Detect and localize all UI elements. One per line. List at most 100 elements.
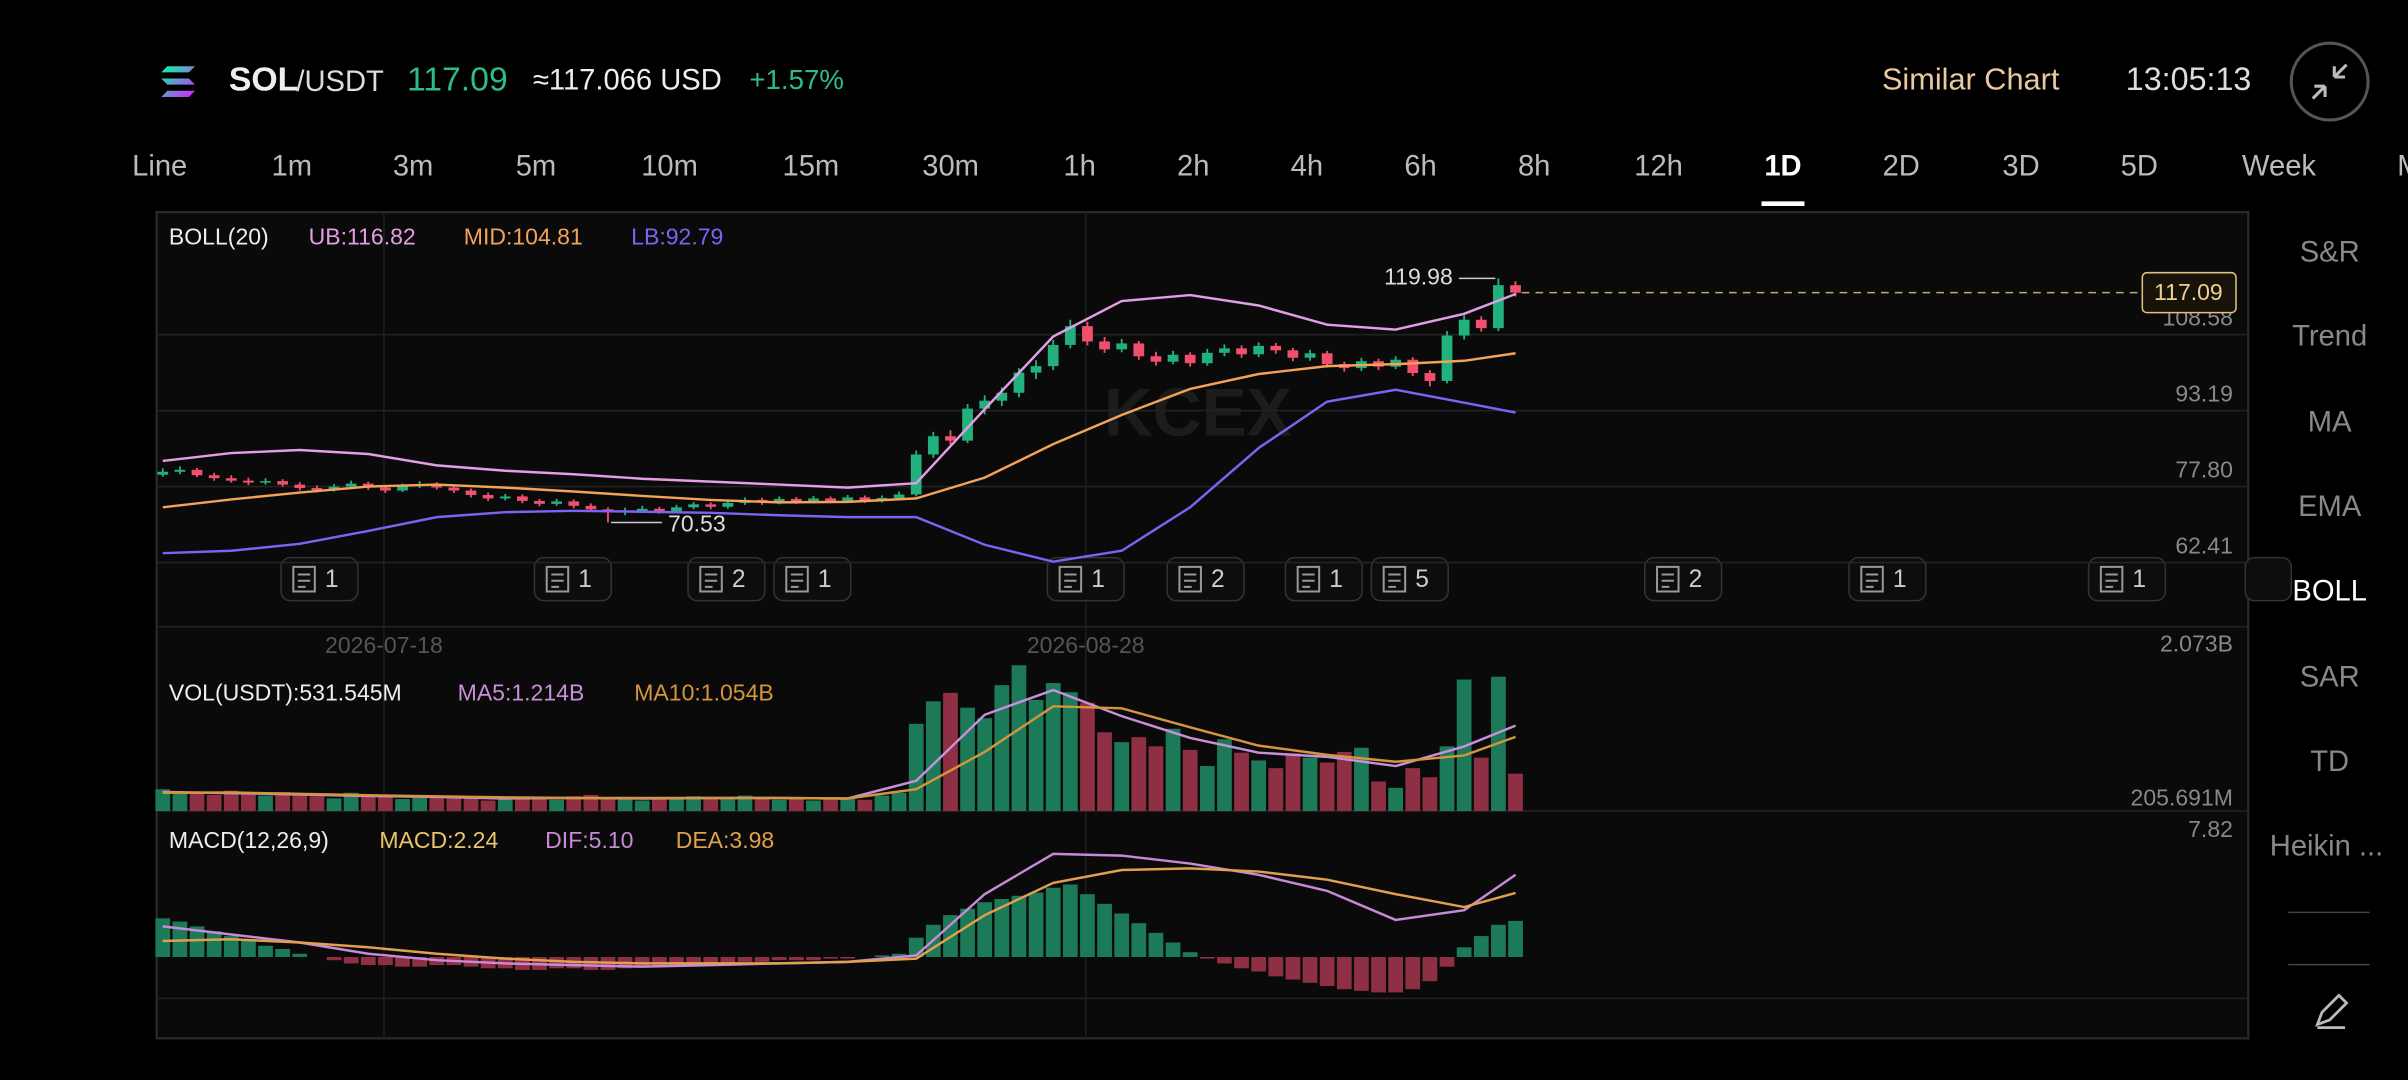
quote: /USDT xyxy=(296,66,384,98)
news-marker[interactable]: 2 xyxy=(1643,556,1723,602)
timeframe-tab[interactable]: 1D xyxy=(1764,150,1801,182)
candle-body xyxy=(1287,350,1299,358)
indicator-option[interactable]: S&R xyxy=(2300,236,2360,268)
candle-body xyxy=(1082,326,1093,342)
candle-body xyxy=(979,400,991,409)
volume-bar xyxy=(1405,768,1421,812)
volume-bar xyxy=(908,723,924,812)
x-date-label: 2026-08-28 xyxy=(1027,632,1145,658)
volume-bar xyxy=(1336,751,1352,812)
indicator-option[interactable]: MA xyxy=(2308,407,2352,439)
news-marker[interactable]: 1 xyxy=(2087,556,2167,602)
volume-bar xyxy=(1251,760,1267,812)
volume-bar xyxy=(549,799,564,812)
indicator-line xyxy=(162,388,1516,563)
volume-bar xyxy=(395,799,410,812)
indicator-option[interactable]: EMA xyxy=(2298,491,2362,523)
timeframe-tab[interactable]: 2D xyxy=(1883,150,1920,182)
candle-body xyxy=(1201,352,1213,364)
candle-body xyxy=(927,436,939,455)
news-marker[interactable]: 2 xyxy=(1166,556,1245,602)
timeframe-tab[interactable]: 1m xyxy=(272,150,313,182)
candle-body xyxy=(722,502,734,507)
candle-body xyxy=(1441,335,1453,381)
macd-bar xyxy=(1508,920,1523,958)
indicator-option[interactable]: Heikin ... xyxy=(2270,831,2383,863)
news-count: 2 xyxy=(732,566,746,593)
draw-tool[interactable] xyxy=(2315,993,2349,1029)
volume-bar xyxy=(326,798,342,812)
volume-bar xyxy=(532,796,547,812)
indicator-option[interactable]: TD xyxy=(2310,746,2349,778)
indicator-line xyxy=(162,705,1517,800)
timeframe-tab[interactable]: 15m xyxy=(782,150,839,182)
candle-body xyxy=(568,501,580,506)
timeframe-tab[interactable]: M xyxy=(2397,150,2408,182)
candle-body xyxy=(996,392,1008,401)
macd-bar xyxy=(788,957,804,961)
timeframe-tab[interactable]: 10m xyxy=(641,150,698,182)
timeframe-tab[interactable]: 5m xyxy=(516,150,557,182)
timeframe-tab[interactable]: 4h xyxy=(1291,150,1323,182)
timeframe-tab[interactable]: 12h xyxy=(1634,150,1683,182)
collapse-button[interactable] xyxy=(2289,41,2370,122)
news-marker[interactable]: 5 xyxy=(1370,556,1449,602)
similar-chart[interactable]: Similar Chart xyxy=(1882,62,2060,97)
indicator-option[interactable]: SAR xyxy=(2300,662,2360,694)
news-pill xyxy=(1370,556,1449,602)
candle-body xyxy=(1184,354,1196,364)
news-pill xyxy=(773,556,852,602)
macd-bar xyxy=(1405,957,1421,990)
volume-bar xyxy=(840,797,856,812)
macd-bar xyxy=(412,957,428,967)
timeframe-tab[interactable]: Week xyxy=(2242,150,2316,182)
timeframe-tab[interactable]: 1h xyxy=(1063,150,1095,182)
timeframe-tab[interactable]: 6h xyxy=(1404,150,1436,182)
volume-bar xyxy=(651,796,667,812)
timeframe-tab[interactable]: 5D xyxy=(2121,150,2158,182)
macd-bar xyxy=(1422,957,1438,982)
price: 117.09 xyxy=(407,61,508,99)
candle-body xyxy=(397,486,408,491)
indicator-option[interactable]: Trend xyxy=(2292,321,2367,353)
change: +1.57% xyxy=(749,64,843,95)
news-marker[interactable]: 1 xyxy=(533,556,612,602)
indicator-line xyxy=(162,292,1517,489)
macd-bar xyxy=(1062,884,1078,958)
timeframe-tab[interactable]: 3D xyxy=(2002,150,2039,182)
indicator-line xyxy=(162,352,1516,509)
macd-bar xyxy=(771,957,787,961)
timeframe-tab[interactable]: 30m xyxy=(922,150,979,182)
news-icon xyxy=(1058,565,1083,593)
legend-item: MID:104.81 xyxy=(464,223,583,249)
volume-bar xyxy=(1268,768,1284,812)
volume-bar xyxy=(1131,737,1147,812)
news-marker[interactable]: 1 xyxy=(1848,556,1927,602)
news-marker[interactable]: 1 xyxy=(280,556,359,602)
y-tick-label: 77.80 xyxy=(2175,456,2233,482)
candle-body xyxy=(1270,345,1282,351)
news-count: 1 xyxy=(818,566,832,593)
macd-bar xyxy=(258,945,273,958)
candle-body xyxy=(688,504,699,508)
news-marker[interactable]: 1 xyxy=(1046,556,1125,602)
indicator-option[interactable]: BOLL xyxy=(2292,576,2367,608)
candle-body xyxy=(1064,326,1076,345)
news-marker[interactable]: 2 xyxy=(687,556,766,602)
volume-bar xyxy=(1182,749,1198,812)
volume-bar xyxy=(292,794,308,812)
timeframe-tab[interactable]: 3m xyxy=(393,150,434,182)
volume-bar xyxy=(1302,757,1318,812)
timeframe-tab[interactable]: Line xyxy=(132,150,187,182)
volume-bar xyxy=(720,799,736,812)
timeframe-tab[interactable]: 2h xyxy=(1177,150,1209,182)
volume-bar xyxy=(566,796,582,812)
volume-bar xyxy=(1062,692,1078,812)
volume-bar xyxy=(823,799,838,812)
news-marker[interactable]: 1 xyxy=(773,556,852,602)
news-marker[interactable]: 1 xyxy=(1284,556,1363,602)
candle-body xyxy=(1236,348,1247,355)
timeframe-tab[interactable]: 8h xyxy=(1518,150,1550,182)
news-icon xyxy=(699,565,723,593)
